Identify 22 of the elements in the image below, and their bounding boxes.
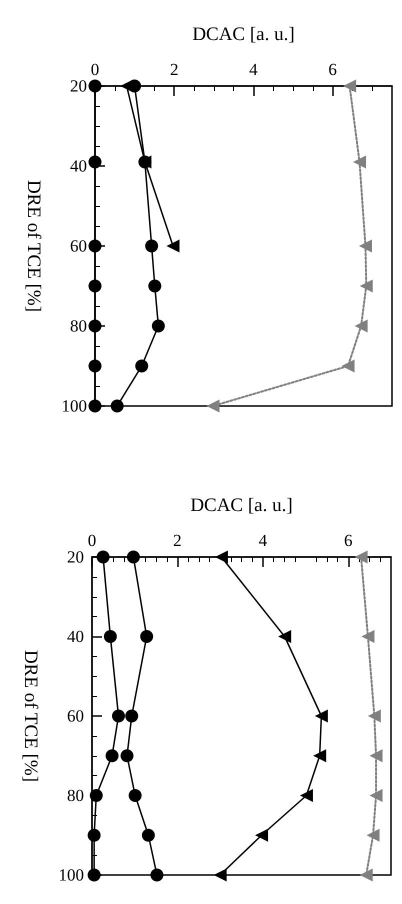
y-axis-title: DRE of TCE [%] (23, 180, 44, 312)
y-axis-title: DRE of TCE [%] (20, 650, 41, 782)
x-tick-label: 4 (258, 531, 268, 550)
y-tick-label: 80 (67, 786, 84, 805)
y-tick-label: 40 (67, 627, 84, 646)
x-axis-title: DCAC [a. u.] (192, 24, 295, 45)
y-tick-label: 60 (67, 706, 84, 726)
y-tick-label: 60 (70, 236, 87, 256)
y-tick-label: 80 (70, 316, 87, 336)
x-tick-label: 0 (88, 531, 96, 550)
x-tick-label: 2 (173, 531, 182, 550)
x-tick-label: 6 (344, 531, 353, 550)
y-tick-label: 20 (67, 548, 84, 566)
x-axis-title: DCAC [a. u.] (190, 495, 293, 516)
y-tick-label: 100 (62, 396, 87, 416)
y-tick-label: 20 (70, 76, 87, 96)
y-tick-label: 100 (58, 866, 84, 884)
x-tick-label: 2 (170, 60, 178, 79)
y-tick-label: 40 (70, 156, 87, 176)
x-tick-label: 6 (328, 60, 337, 79)
x-tick-label: 4 (249, 60, 258, 79)
x-tick-label: 0 (90, 60, 100, 79)
